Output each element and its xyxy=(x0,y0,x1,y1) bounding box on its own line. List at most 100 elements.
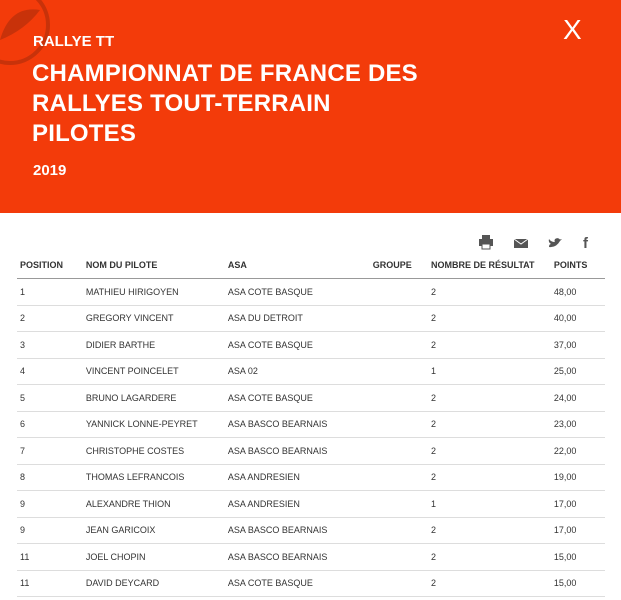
table-cell: 4 xyxy=(17,358,83,385)
table-cell xyxy=(369,464,428,491)
table-cell: 2 xyxy=(428,570,551,597)
column-header: GROUPE xyxy=(369,252,428,279)
table-cell: 11 xyxy=(17,543,83,571)
column-header: POINTS xyxy=(550,252,605,279)
table-cell: ASA ANDRESIEN xyxy=(224,464,370,491)
table-cell: ALEXANDRE THION xyxy=(82,490,225,518)
table-row: 7 CHRISTOPHE COSTES ASA BASCO BEARNAIS 2 22,… xyxy=(17,437,605,465)
table-cell xyxy=(369,278,428,306)
table-cell: 1 xyxy=(428,358,551,385)
table-cell: 15,00 xyxy=(550,543,605,571)
table-cell: THOMAS LEFRANCOIS xyxy=(82,464,225,491)
table-cell: ASA COTE BASQUE xyxy=(224,278,370,306)
table-cell: 19,00 xyxy=(550,464,605,491)
table-row: 1 MATHIEU HIRIGOYEN ASA COTE BASQUE 2 48,00 xyxy=(17,278,605,306)
table-cell: 7 xyxy=(17,437,83,465)
table-cell: ASA BASCO BEARNAIS xyxy=(224,411,370,438)
table-cell xyxy=(369,490,428,518)
table-row: 6 YANNICK LONNE-PEYRET ASA BASCO BEARNAIS 2… xyxy=(17,411,605,438)
table-cell: 2 xyxy=(428,305,551,332)
table-cell: 8 xyxy=(17,464,83,491)
table-cell: 9 xyxy=(17,490,83,518)
facebook-icon[interactable]: f xyxy=(583,235,589,252)
table-cell: JOEL CHOPIN xyxy=(82,543,225,571)
table-cell: 17,00 xyxy=(550,517,605,544)
table-cell xyxy=(369,437,428,465)
share-icons: f xyxy=(479,235,589,252)
table-cell: ASA DU DETROIT xyxy=(224,305,370,332)
column-header: NOM DU PILOTE xyxy=(82,252,225,279)
table-cell: BRUNO LAGARDERE xyxy=(82,384,225,412)
logo xyxy=(0,0,50,65)
table-cell: 5 xyxy=(17,384,83,412)
table-cell: ASA COTE BASQUE xyxy=(224,331,370,359)
table-cell: 23,00 xyxy=(550,411,605,438)
table-row: 2 GREGORY VINCENT ASA DU DETROIT 2 40,00 xyxy=(17,305,605,332)
table-cell: 6 xyxy=(17,411,83,438)
table-cell: VINCENT POINCELET xyxy=(82,358,225,385)
table-cell xyxy=(369,384,428,412)
table-cell: 25,00 xyxy=(550,358,605,385)
table-cell: ASA 02 xyxy=(224,358,370,385)
table-row: 11 JOEL CHOPIN ASA BASCO BEARNAIS 2 15,00 xyxy=(17,543,605,571)
table-cell: DIDIER BARTHE xyxy=(82,331,225,359)
table-cell: 2 xyxy=(428,384,551,412)
table-cell: 1 xyxy=(17,278,83,306)
table-cell: 2 xyxy=(428,437,551,465)
column-header: POSITION xyxy=(17,252,83,279)
table-cell xyxy=(369,331,428,359)
table-cell: 48,00 xyxy=(550,278,605,306)
close-button[interactable]: X xyxy=(563,14,582,45)
table-cell: MATHIEU HIRIGOYEN xyxy=(82,278,225,306)
header-row: POSITION NOM DU PILOTE ASA GROUPE NOMBRE DE … xyxy=(17,252,605,279)
category: RALLYE TT xyxy=(33,33,115,50)
table-cell: ASA ANDRESIEN xyxy=(224,490,370,518)
title-line: CHAMPIONNAT DE FRANCE DES xyxy=(32,60,418,87)
header: RALLYE TT CHAMPIONNAT DE FRANCE DES RALL… xyxy=(0,0,621,213)
table-cell: 2 xyxy=(17,305,83,332)
table-row: 5 BRUNO LAGARDERE ASA COTE BASQUE 2 24,00 xyxy=(17,384,605,412)
table-cell: 17,00 xyxy=(550,490,605,518)
table-cell xyxy=(369,517,428,544)
table-cell xyxy=(369,543,428,571)
year: 2019 xyxy=(33,162,67,179)
table-cell: 2 xyxy=(428,411,551,438)
table-cell: 22,00 xyxy=(550,437,605,465)
table-cell: 2 xyxy=(428,331,551,359)
column-header: NOMBRE DE RÉSULTAT xyxy=(428,252,551,279)
table-cell: ASA BASCO BEARNAIS xyxy=(224,517,370,544)
table-cell: 37,00 xyxy=(550,331,605,359)
table-cell: 3 xyxy=(17,331,83,359)
table-cell xyxy=(369,570,428,597)
table-cell: 1 xyxy=(428,490,551,518)
table-cell: 15,00 xyxy=(550,570,605,597)
table-cell: 9 xyxy=(17,517,83,544)
table-cell: JEAN GARICOIX xyxy=(82,517,225,544)
column-header: ASA xyxy=(224,252,370,279)
table-cell: GREGORY VINCENT xyxy=(82,305,225,332)
table-row: 9 ALEXANDRE THION ASA ANDRESIEN 1 17,00 xyxy=(17,490,605,518)
title-line: RALLYES TOUT-TERRAIN xyxy=(32,90,331,117)
table-cell: 2 xyxy=(428,517,551,544)
table-cell: ASA BASCO BEARNAIS xyxy=(224,543,370,571)
title-line: PILOTES xyxy=(32,120,137,147)
twitter-icon[interactable] xyxy=(548,238,562,248)
table-cell: ASA COTE BASQUE xyxy=(224,570,370,597)
table-body: 1 MATHIEU HIRIGOYEN ASA COTE BASQUE 2 48,00 2… xyxy=(17,278,605,597)
print-icon[interactable] xyxy=(479,235,493,250)
table-cell: 2 xyxy=(428,464,551,491)
table-row: 3 DIDIER BARTHE ASA COTE BASQUE 2 37,00 xyxy=(17,331,605,359)
table-cell: ASA COTE BASQUE xyxy=(224,384,370,412)
table-cell xyxy=(369,411,428,438)
table-row: 4 VINCENT POINCELET ASA 02 1 25,00 xyxy=(17,358,605,385)
table-row: 11 DAVID DEYCARD ASA COTE BASQUE 2 15,00 xyxy=(17,570,605,597)
table-cell: 40,00 xyxy=(550,305,605,332)
table-row: 8 THOMAS LEFRANCOIS ASA ANDRESIEN 2 19,00 xyxy=(17,464,605,491)
table-cell: ASA BASCO BEARNAIS xyxy=(224,437,370,465)
mail-icon[interactable] xyxy=(513,238,529,248)
table-cell: 24,00 xyxy=(550,384,605,412)
table-cell: CHRISTOPHE COSTES xyxy=(82,437,225,465)
results-table: POSITION NOM DU PILOTE ASA GROUPE NOMBRE DE … xyxy=(17,252,605,597)
table-row: 9 JEAN GARICOIX ASA BASCO BEARNAIS 2 17,00 xyxy=(17,517,605,544)
